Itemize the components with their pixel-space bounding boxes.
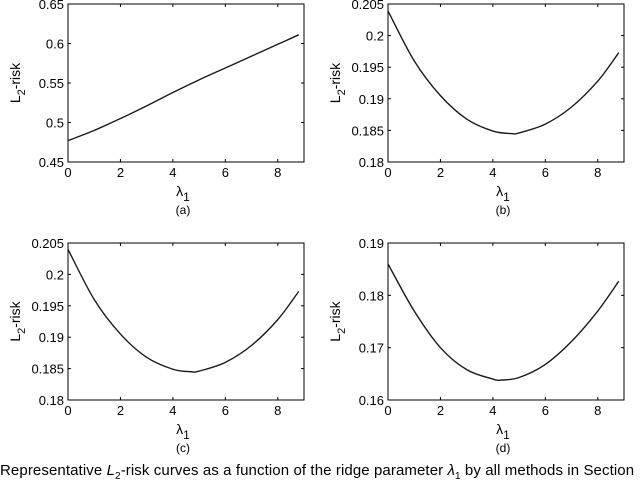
y-axis-label: L2-risk xyxy=(327,300,348,341)
risk-curve xyxy=(387,10,620,135)
x-tick-label: 2 xyxy=(437,403,444,418)
y-tick-label: 0.18 xyxy=(39,393,64,408)
caption-prefix: Representative xyxy=(0,462,107,479)
axes-frame xyxy=(67,3,305,163)
x-tick-label: 6 xyxy=(542,165,549,180)
y-tick-label: 0.5 xyxy=(46,116,64,131)
caption-risk-var: L xyxy=(106,462,116,479)
x-tick-label: 4 xyxy=(169,403,176,418)
y-axis-label: L2-risk xyxy=(7,300,28,341)
y-tick-label: 0.2 xyxy=(366,29,384,44)
risk-curve xyxy=(67,248,300,373)
y-tick-label: 0.185 xyxy=(31,362,64,377)
y-tick-label: 0.45 xyxy=(39,155,64,170)
caption-middle: -risk curves as a function of the ridge … xyxy=(120,462,448,479)
y-tick-label: 0.195 xyxy=(31,299,64,314)
x-tick-label: 0 xyxy=(384,403,391,418)
x-tick-label: 0 xyxy=(64,165,71,180)
x-axis-label: λ1 xyxy=(176,421,190,442)
caption-param-var: λ xyxy=(447,462,455,479)
x-tick-label: 8 xyxy=(594,165,601,180)
x-tick-label: 8 xyxy=(274,403,281,418)
y-tick-label: 0.6 xyxy=(46,37,64,52)
subplot-a: 0 2 4 6 8 0.45 0.5 0.55 0.6 0.65 λ1 L2-risk (a) xyxy=(7,0,305,217)
subplot-c: 0 2 4 6 8 0.18 0.185 0.19 0.195 0.2 0.205 λ1 L2-risk… xyxy=(7,236,305,455)
y-axis-label: L2-risk xyxy=(327,62,348,103)
y-tick-label: 0.18 xyxy=(359,288,384,303)
y-tick-label: 0.195 xyxy=(351,60,384,75)
x-tick-label: 4 xyxy=(169,165,176,180)
x-tick-label: 6 xyxy=(222,403,229,418)
panel-label: (d) xyxy=(496,441,511,455)
risk-curve xyxy=(387,263,620,382)
y-axis-label: L2-risk xyxy=(7,62,28,103)
y-tick-label: 0.205 xyxy=(351,0,384,12)
caption-suffix: by all methods in Section xyxy=(460,462,635,479)
x-axis-label: λ1 xyxy=(496,183,510,204)
y-tick-label: 0.19 xyxy=(359,236,384,251)
x-tick-label: 6 xyxy=(222,165,229,180)
axes-frame xyxy=(387,3,625,163)
x-axis-label: λ1 xyxy=(176,183,190,204)
risk-curve xyxy=(67,34,300,142)
y-tick-label: 0.16 xyxy=(359,393,384,408)
x-tick-label: 8 xyxy=(594,403,601,418)
figure-caption: Representative L2-risk curves as a funct… xyxy=(0,462,640,482)
x-tick-label: 2 xyxy=(117,165,124,180)
subplot-b: 0 2 4 6 8 0.18 0.185 0.19 0.195 0.2 0.205 λ1 L2-risk… xyxy=(327,0,625,217)
y-tick-label: 0.17 xyxy=(359,341,384,356)
caption-risk-sub: 2 xyxy=(115,471,121,482)
caption-param-sub: 1 xyxy=(454,471,461,482)
x-tick-label: 0 xyxy=(64,403,71,418)
axes-frame xyxy=(387,242,625,401)
x-tick-label: 4 xyxy=(489,403,496,418)
y-tick-label: 0.18 xyxy=(359,155,384,170)
x-axis-label: λ1 xyxy=(496,421,510,442)
y-tick-label: 0.19 xyxy=(359,92,384,107)
y-tick-label: 0.2 xyxy=(46,267,64,282)
panel-label: (b) xyxy=(496,203,511,217)
y-tick-label: 0.55 xyxy=(39,76,64,91)
y-tick-label: 0.205 xyxy=(31,236,64,251)
y-tick-label: 0.185 xyxy=(351,123,384,138)
x-tick-label: 4 xyxy=(489,165,496,180)
x-tick-label: 8 xyxy=(274,165,281,180)
x-tick-label: 6 xyxy=(542,403,549,418)
y-tick-label: 0.19 xyxy=(39,330,64,345)
panel-label: (c) xyxy=(176,441,190,455)
x-tick-label: 0 xyxy=(384,165,391,180)
panel-label: (a) xyxy=(176,203,191,217)
x-tick-label: 2 xyxy=(437,165,444,180)
axes-frame xyxy=(67,242,305,401)
y-tick-label: 0.65 xyxy=(39,0,64,12)
x-tick-label: 2 xyxy=(117,403,124,418)
subplot-d: 0 2 4 6 8 0.16 0.17 0.18 0.19 λ1 L2-risk (d) xyxy=(327,236,625,455)
